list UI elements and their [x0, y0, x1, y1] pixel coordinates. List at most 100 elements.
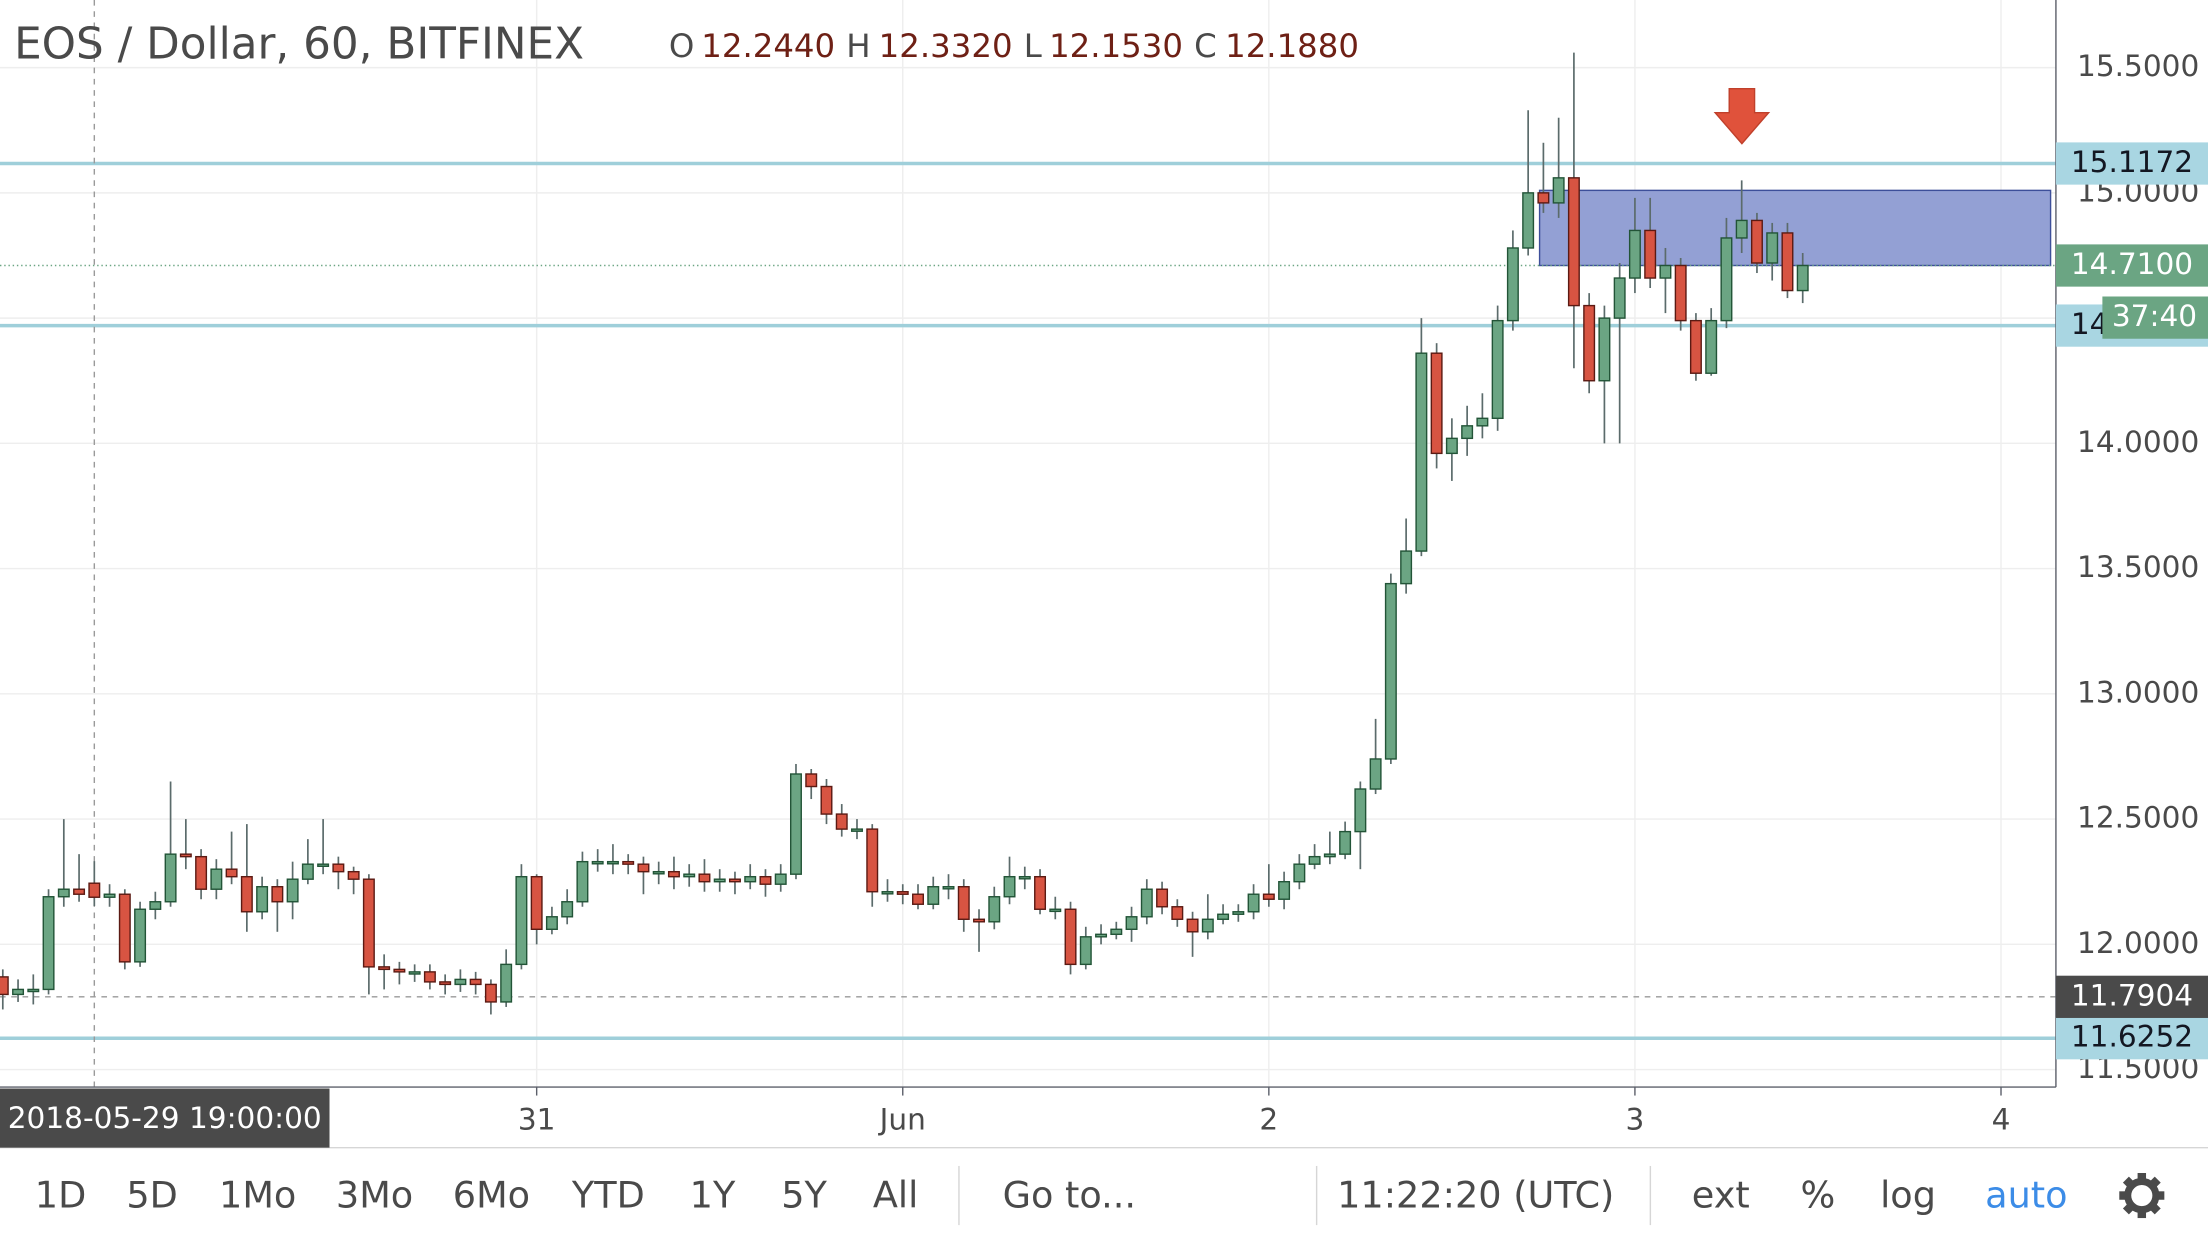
candle-body	[942, 886, 955, 890]
settings-button[interactable]	[2119, 1173, 2165, 1219]
candle-body	[439, 981, 452, 986]
y-tick-label: 15.5000	[2077, 49, 2199, 83]
hline-price-box	[2055, 142, 2208, 185]
candle-body	[835, 813, 848, 830]
candle-body	[957, 886, 970, 920]
candle-body	[0, 976, 9, 996]
candle-body	[1689, 319, 1702, 374]
range-button[interactable]: YTD	[571, 1173, 645, 1216]
candle-body	[42, 896, 55, 991]
candle-body	[1354, 788, 1367, 833]
range-button[interactable]: 5Y	[781, 1173, 827, 1216]
hline-price-box	[2055, 1017, 2208, 1060]
candle-body	[851, 828, 863, 832]
ohlc-key: L	[1024, 27, 1042, 65]
candle-body	[179, 853, 192, 858]
candle-body	[1018, 875, 1031, 880]
candle-body	[988, 896, 1001, 923]
candle-body	[1552, 177, 1565, 204]
candle-body	[88, 882, 101, 898]
goto-button[interactable]: Go to...	[1003, 1173, 1136, 1216]
candle-body	[515, 875, 528, 966]
candle-body	[1293, 863, 1306, 883]
crosshair-price-box	[2055, 975, 2208, 1018]
last-price-box	[2055, 244, 2208, 287]
candle-body	[1415, 352, 1428, 552]
candle-body	[1674, 264, 1687, 322]
candle-body	[423, 971, 436, 983]
range-button[interactable]: 1Y	[690, 1173, 736, 1216]
candle-body	[698, 873, 711, 883]
candle-body	[1201, 918, 1214, 933]
candle-body	[744, 875, 757, 883]
candle-body	[469, 978, 482, 986]
candle-body	[378, 966, 391, 971]
candle-body	[1171, 906, 1184, 920]
option-button[interactable]: auto	[1985, 1173, 2067, 1216]
range-button[interactable]: 5D	[126, 1173, 177, 1216]
candle-body	[652, 870, 665, 875]
candle-body	[881, 891, 894, 895]
candle-body	[1476, 417, 1489, 427]
grid	[0, 0, 2056, 1088]
candle-body	[667, 870, 680, 878]
candle-body	[1400, 550, 1413, 585]
candle-body	[759, 875, 772, 885]
arrow-annotation	[1713, 88, 1771, 145]
candle-body	[866, 828, 879, 893]
candle-body	[1491, 319, 1504, 420]
candle-body	[1644, 229, 1657, 279]
ohlc-key: C	[1194, 27, 1217, 65]
candle-body	[1217, 913, 1230, 920]
range-button[interactable]: 6Mo	[453, 1173, 530, 1216]
candle-body	[1735, 219, 1748, 239]
candle-body	[1049, 908, 1062, 913]
range-button[interactable]: 1D	[35, 1173, 86, 1216]
candle-body	[576, 860, 589, 903]
candle-body	[774, 873, 787, 885]
candle-body	[545, 916, 558, 931]
ohlc-value: 12.2440	[701, 27, 835, 65]
candle-body	[912, 893, 924, 905]
range-button[interactable]: 3Mo	[336, 1173, 413, 1216]
crosshair-time-label: 2018-05-29 19:00:00	[8, 1101, 322, 1135]
candle-body	[683, 873, 696, 878]
chart-title: EOS / Dollar, 60, BITFINEX	[14, 18, 584, 69]
candle-body	[1064, 908, 1077, 966]
candle-body	[1583, 304, 1596, 382]
candle-body	[317, 863, 330, 867]
option-button[interactable]: %	[1801, 1173, 1836, 1216]
candle-body	[164, 853, 177, 903]
crosshair-price-label: 11.7904	[2071, 978, 2193, 1012]
countdown-label: 37:40	[2112, 299, 2197, 333]
candle-body	[1339, 830, 1352, 855]
toolbar: Go to... 11:22:20 (UTC) 1D 5D 1Mo 3Mo 6Mo YTD…	[35, 1165, 2165, 1226]
candle-body	[1125, 916, 1138, 931]
range-button[interactable]: 1Mo	[219, 1173, 296, 1216]
candle-body	[622, 860, 635, 865]
candle-body	[301, 863, 314, 880]
candle-body	[927, 886, 940, 905]
range-button[interactable]: All	[873, 1173, 918, 1216]
y-tick-label: 12.0000	[2077, 926, 2199, 960]
candle-body	[286, 878, 299, 903]
candle-body	[1781, 232, 1794, 292]
x-tick-label: 31	[518, 1102, 556, 1136]
candle-body	[1140, 888, 1153, 918]
option-button[interactable]: log	[1880, 1173, 1936, 1216]
candle-body	[225, 868, 238, 878]
countdown-box	[2102, 296, 2208, 339]
x-tick-label: Jun	[878, 1102, 926, 1136]
x-tick-label: 2	[1259, 1102, 1278, 1136]
zone	[1538, 189, 2052, 267]
hline-price-label: 15.1172	[2071, 145, 2193, 179]
candle-body	[789, 773, 802, 875]
candle-body	[1034, 875, 1047, 910]
option-button[interactable]: ext	[1692, 1173, 1750, 1216]
candle-body	[1278, 881, 1291, 900]
clock: 11:22:20 (UTC)	[1337, 1173, 1614, 1216]
candle-body	[1537, 192, 1550, 204]
